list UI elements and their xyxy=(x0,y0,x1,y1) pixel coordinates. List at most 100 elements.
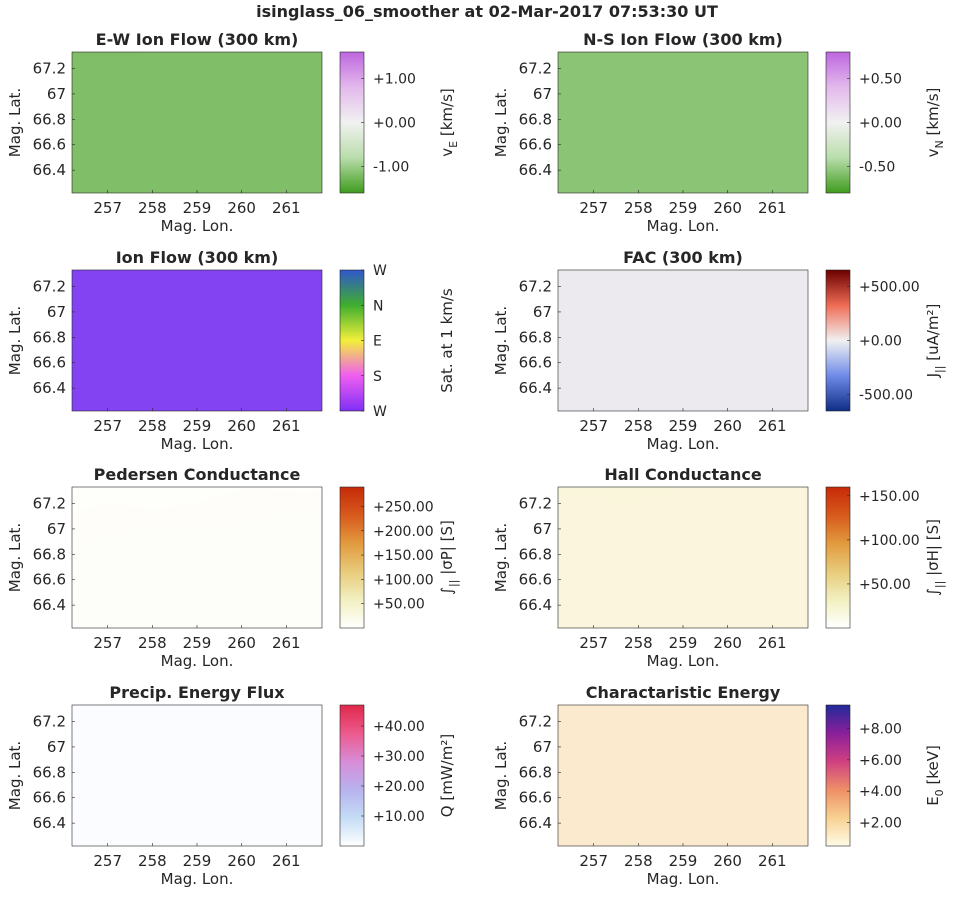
y-tick-label: 66.6 xyxy=(33,571,66,589)
x-tick-label: 260 xyxy=(713,852,742,870)
heatmap-surface xyxy=(72,705,322,846)
subplot-title: Ion Flow (300 km) xyxy=(116,248,279,267)
colorbar-label: ∫|| |σP| [S] xyxy=(438,520,460,595)
y-tick-label: 66.6 xyxy=(519,136,552,154)
x-tick-label: 257 xyxy=(93,199,122,217)
y-tick-label: 67 xyxy=(47,303,66,321)
x-tick-label: 258 xyxy=(138,417,167,435)
subplot-title: N-S Ion Flow (300 km) xyxy=(583,30,783,49)
y-axis-label: Mag. Lat. xyxy=(492,523,510,592)
colorbar-tick-label: -0.50 xyxy=(859,160,895,176)
heatmap-band xyxy=(72,52,322,193)
colorbar-label: Q [mW/m²] xyxy=(438,734,456,817)
x-axis-label: Mag. Lon. xyxy=(161,435,234,453)
x-tick-label: 257 xyxy=(93,417,122,435)
x-tick-label: 257 xyxy=(579,199,608,217)
x-axis-label: Mag. Lon. xyxy=(647,870,720,888)
x-tick-label: 257 xyxy=(93,634,122,652)
colorbar-tick-label: -1.00 xyxy=(373,160,409,176)
x-tick-label: 259 xyxy=(669,199,698,217)
colorbar-tick-label: +10.00 xyxy=(373,809,425,825)
y-tick-label: 66.8 xyxy=(519,545,552,563)
colorbar-tick-label: +20.00 xyxy=(373,779,425,795)
heatmap-surface xyxy=(72,270,322,411)
x-tick-label: 261 xyxy=(272,634,301,652)
x-axis-label: Mag. Lon. xyxy=(161,652,234,670)
x-tick-label: 261 xyxy=(758,417,787,435)
y-tick-label: 67 xyxy=(47,85,66,103)
colorbar-tick-label: +50.00 xyxy=(373,597,425,613)
y-tick-label: 67.2 xyxy=(33,713,66,731)
subplot-7: Precip. Energy Flux 257 258 259 260 261 66.4 66… xyxy=(6,683,456,888)
figure-title: isinglass_06_smoother at 02-Mar-2017 07:… xyxy=(256,2,718,21)
colorbar-label: E0 [keV] xyxy=(924,745,946,806)
y-tick-label: 67 xyxy=(533,85,552,103)
y-tick-label: 67.2 xyxy=(33,278,66,296)
y-tick-label: 67 xyxy=(47,520,66,538)
x-axis-label: Mag. Lon. xyxy=(647,217,720,235)
colorbar: +250.00 +200.00 +150.00 +100.00 +50.00 ∫|| |σ… xyxy=(339,486,460,629)
colorbar-ramp xyxy=(825,51,851,194)
y-tick-label: 66.8 xyxy=(519,110,552,128)
heatmap-surface xyxy=(72,487,322,628)
colorbar-ramp xyxy=(339,51,365,194)
x-tick-label: 259 xyxy=(183,199,212,217)
y-tick-label: 66.4 xyxy=(519,814,552,832)
colorbar: +8.00 +6.00 +4.00 +2.00 E0 [keV] xyxy=(825,704,946,847)
heatmap-band xyxy=(558,52,808,193)
heatmap-band xyxy=(72,487,322,628)
colorbar-tick-label: +4.00 xyxy=(859,784,902,800)
colorbar: +40.00 +30.00 +20.00 +10.00 Q [mW/m²] xyxy=(339,704,456,847)
x-tick-label: 261 xyxy=(758,199,787,217)
subplot-1: E-W Ion Flow (300 km) 257 258 259 260 261 66.4… xyxy=(6,30,460,235)
subplot-3: Ion Flow (300 km) 257 258 259 260 261 66.4 66.6… xyxy=(6,248,456,453)
colorbar-tick-label: +50.00 xyxy=(859,577,911,593)
x-tick-label: 258 xyxy=(624,417,653,435)
colorbar-ramp xyxy=(339,269,365,412)
colorbar-label: vE [km/s] xyxy=(438,88,460,156)
colorbar-tick-label: +500.00 xyxy=(859,279,920,295)
x-axis-label: Mag. Lon. xyxy=(161,217,234,235)
x-tick-label: 258 xyxy=(624,199,653,217)
subplot-6: Hall Conductance 257 258 259 260 261 66.4 66.6 6… xyxy=(492,465,946,670)
colorbar-tick-label: S xyxy=(373,369,382,385)
subplot-title: Charactaristic Energy xyxy=(586,683,781,702)
y-tick-label: 67.2 xyxy=(519,60,552,78)
subplot-title: Precip. Energy Flux xyxy=(109,683,285,702)
heatmap-surface xyxy=(558,705,808,846)
colorbar-tick-label: +0.50 xyxy=(859,71,902,87)
heatmap-surface xyxy=(558,487,808,628)
y-axis-label: Mag. Lat. xyxy=(6,88,24,157)
colorbar-label: vN [km/s] xyxy=(924,88,946,158)
x-tick-label: 257 xyxy=(579,634,608,652)
colorbar: +500.00 +0.00 -500.00 J|| [uA/m²] xyxy=(825,269,946,412)
y-tick-label: 67 xyxy=(533,303,552,321)
x-tick-label: 259 xyxy=(669,852,698,870)
colorbar-tick-label: +2.00 xyxy=(859,816,902,832)
x-tick-label: 259 xyxy=(183,852,212,870)
subplot-title: Hall Conductance xyxy=(604,465,762,484)
x-tick-label: 260 xyxy=(227,417,256,435)
y-tick-label: 67.2 xyxy=(519,278,552,296)
colorbar-tick-label: +100.00 xyxy=(373,572,434,588)
colorbar-tick-label: +0.00 xyxy=(373,116,416,132)
heatmap-band xyxy=(558,487,808,628)
colorbar-tick-label: +150.00 xyxy=(373,548,434,564)
subplot-2: N-S Ion Flow (300 km) 257 258 259 260 261 66.4… xyxy=(492,30,946,235)
subplot-8: Charactaristic Energy 257 258 259 260 261 66.4… xyxy=(492,683,946,888)
x-tick-label: 258 xyxy=(624,634,653,652)
colorbar-label: J|| [uA/m²] xyxy=(924,304,946,379)
colorbar-tick-label: +200.00 xyxy=(373,524,434,540)
x-tick-label: 259 xyxy=(669,634,698,652)
y-tick-label: 66.8 xyxy=(519,328,552,346)
colorbar-tick-label: +250.00 xyxy=(373,499,434,515)
subplot-4: FAC (300 km) 257 258 259 260 261 66.4 66.6 66.8 6… xyxy=(492,248,946,453)
y-axis-label: Mag. Lat. xyxy=(6,741,24,810)
y-tick-label: 66.4 xyxy=(33,161,66,179)
x-tick-label: 261 xyxy=(272,852,301,870)
y-tick-label: 66.4 xyxy=(519,596,552,614)
colorbar: +0.50 +0.00 -0.50 vN [km/s] xyxy=(825,51,946,194)
y-tick-label: 66.6 xyxy=(519,789,552,807)
x-tick-label: 260 xyxy=(227,199,256,217)
colorbar-tick-label: +6.00 xyxy=(859,753,902,769)
